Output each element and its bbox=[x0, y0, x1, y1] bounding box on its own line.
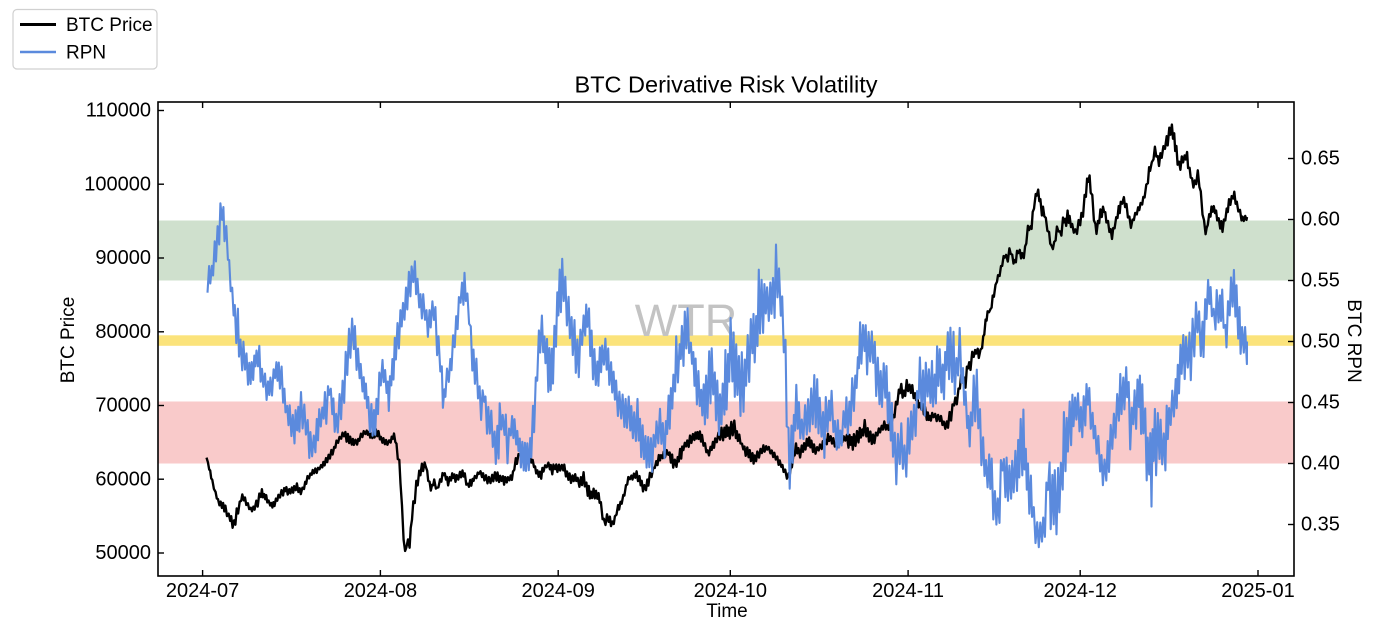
svg-text:Time: Time bbox=[706, 601, 748, 622]
svg-text:2024-07: 2024-07 bbox=[166, 580, 239, 602]
svg-text:0.50: 0.50 bbox=[1301, 331, 1340, 353]
svg-text:2024-11: 2024-11 bbox=[872, 580, 944, 602]
svg-text:0.35: 0.35 bbox=[1301, 514, 1340, 536]
svg-text:70000: 70000 bbox=[95, 395, 151, 417]
svg-text:100000: 100000 bbox=[84, 173, 151, 195]
svg-text:80000: 80000 bbox=[95, 321, 151, 343]
svg-text:BTC Price: BTC Price bbox=[58, 297, 79, 384]
svg-text:0.40: 0.40 bbox=[1301, 453, 1340, 475]
svg-text:60000: 60000 bbox=[95, 468, 151, 490]
svg-text:BTC Price: BTC Price bbox=[66, 15, 153, 36]
svg-text:2024-09: 2024-09 bbox=[521, 580, 594, 602]
svg-text:2024-10: 2024-10 bbox=[694, 580, 767, 602]
svg-text:RPN: RPN bbox=[66, 43, 106, 64]
svg-text:0.55: 0.55 bbox=[1301, 270, 1340, 292]
svg-text:2025-01: 2025-01 bbox=[1221, 580, 1294, 602]
svg-text:0.45: 0.45 bbox=[1301, 392, 1340, 414]
svg-text:BTC Derivative Risk Volatility: BTC Derivative Risk Volatility bbox=[575, 72, 878, 98]
svg-text:BTC RPN: BTC RPN bbox=[1343, 299, 1364, 382]
svg-text:110000: 110000 bbox=[86, 100, 151, 122]
svg-text:90000: 90000 bbox=[95, 247, 151, 269]
svg-text:2024-12: 2024-12 bbox=[1043, 580, 1116, 602]
svg-text:0.65: 0.65 bbox=[1301, 148, 1340, 170]
svg-text:50000: 50000 bbox=[95, 542, 151, 564]
svg-text:0.60: 0.60 bbox=[1301, 209, 1340, 231]
svg-text:2024-08: 2024-08 bbox=[344, 580, 417, 602]
